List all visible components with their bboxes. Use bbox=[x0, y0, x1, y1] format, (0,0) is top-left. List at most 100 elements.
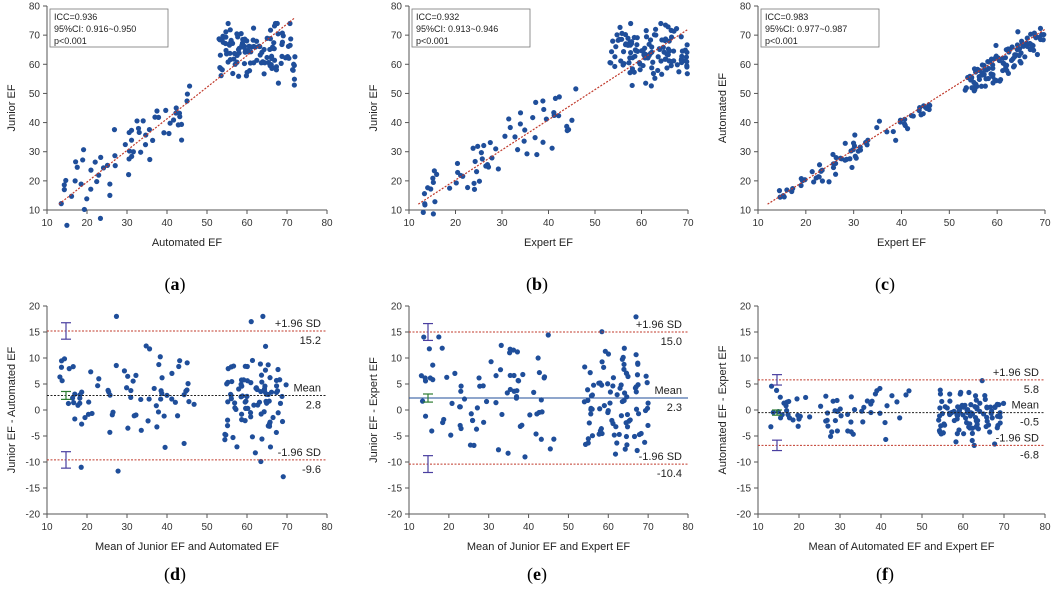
data-point bbox=[972, 393, 979, 399]
data-point bbox=[488, 359, 494, 365]
data-point bbox=[421, 191, 428, 197]
x-tick-label: 50 bbox=[944, 218, 956, 229]
data-point bbox=[987, 404, 994, 410]
data-point bbox=[635, 411, 642, 417]
data-point bbox=[827, 433, 834, 440]
data-point bbox=[582, 441, 589, 447]
data-point bbox=[597, 428, 604, 434]
mean-value: 2.8 bbox=[306, 399, 321, 411]
stats-line: p<0.001 bbox=[54, 36, 87, 46]
data-point bbox=[982, 396, 988, 402]
data-point bbox=[63, 177, 69, 184]
data-point bbox=[890, 128, 896, 135]
data-point bbox=[970, 85, 977, 91]
data-point bbox=[217, 52, 223, 58]
data-point bbox=[258, 372, 265, 378]
x-tick-label: 20 bbox=[443, 522, 455, 533]
data-point bbox=[954, 431, 960, 437]
data-point bbox=[146, 396, 152, 402]
data-point bbox=[455, 169, 461, 176]
data-point bbox=[78, 181, 84, 187]
data-point bbox=[495, 447, 502, 453]
y-tick-label: 5 bbox=[396, 380, 402, 391]
data-point bbox=[481, 142, 487, 149]
stats-line: 95%CI: 0.913~0.946 bbox=[416, 24, 498, 34]
data-point bbox=[251, 402, 257, 408]
data-point bbox=[97, 215, 104, 221]
data-point bbox=[629, 66, 636, 72]
data-point bbox=[803, 394, 809, 401]
data-point bbox=[100, 165, 107, 171]
data-point bbox=[225, 379, 231, 385]
data-point bbox=[470, 145, 476, 151]
data-point bbox=[966, 389, 972, 396]
data-point bbox=[107, 181, 113, 187]
data-point bbox=[512, 134, 518, 140]
data-point bbox=[105, 387, 111, 393]
caption-open: ( bbox=[526, 274, 532, 295]
data-point bbox=[84, 196, 90, 202]
data-point bbox=[58, 364, 65, 370]
data-point bbox=[80, 157, 86, 163]
data-point bbox=[184, 360, 190, 366]
data-point bbox=[259, 379, 265, 385]
data-point bbox=[832, 417, 839, 424]
y-tick-label: 5 bbox=[34, 380, 40, 391]
data-point bbox=[850, 140, 857, 146]
data-point bbox=[848, 429, 854, 435]
data-point bbox=[511, 372, 517, 379]
data-point bbox=[642, 45, 648, 51]
data-point bbox=[131, 413, 137, 419]
data-point bbox=[471, 186, 478, 192]
data-point bbox=[994, 401, 1000, 407]
data-point bbox=[493, 146, 499, 152]
data-point bbox=[621, 361, 627, 368]
data-point bbox=[633, 352, 639, 358]
data-point bbox=[628, 20, 634, 27]
data-point bbox=[1011, 63, 1017, 69]
data-point bbox=[589, 433, 596, 439]
data-point bbox=[224, 417, 231, 423]
data-point bbox=[624, 394, 630, 400]
data-point bbox=[838, 413, 844, 419]
x-tick-label: 70 bbox=[682, 218, 694, 229]
data-point bbox=[275, 366, 281, 373]
data-point bbox=[271, 40, 277, 46]
data-point bbox=[658, 20, 664, 27]
data-point bbox=[452, 370, 458, 376]
caption-close: ) bbox=[180, 564, 186, 585]
data-point bbox=[252, 450, 258, 456]
data-point bbox=[61, 182, 67, 188]
y-tick-label: 10 bbox=[391, 354, 403, 365]
data-point bbox=[994, 425, 1000, 431]
data-point bbox=[889, 393, 895, 399]
data-point bbox=[958, 389, 964, 395]
data-point bbox=[605, 407, 611, 414]
data-point bbox=[602, 348, 608, 354]
y-tick-label: -15 bbox=[388, 484, 403, 495]
x-tick-label: 50 bbox=[589, 218, 601, 229]
data-point bbox=[273, 389, 280, 396]
data-point bbox=[833, 155, 839, 161]
data-point bbox=[535, 355, 541, 361]
data-point bbox=[191, 401, 197, 407]
data-point bbox=[430, 175, 436, 181]
data-point bbox=[1000, 67, 1006, 74]
data-point bbox=[88, 369, 94, 375]
y-tick-label: 5 bbox=[745, 380, 751, 391]
data-point bbox=[484, 162, 491, 168]
data-point bbox=[1014, 42, 1021, 48]
data-point bbox=[682, 58, 688, 64]
y-tick-label: -5 bbox=[742, 432, 751, 443]
mean-value: -0.5 bbox=[1020, 417, 1039, 429]
data-point bbox=[599, 359, 605, 365]
data-point bbox=[514, 388, 520, 394]
data-point bbox=[291, 76, 298, 82]
caption-open: ( bbox=[876, 564, 882, 585]
x-tick-label: 20 bbox=[81, 522, 93, 533]
data-point bbox=[629, 82, 635, 89]
data-point bbox=[619, 30, 625, 36]
data-point bbox=[483, 398, 490, 405]
x-tick-label: 70 bbox=[281, 218, 293, 229]
data-point bbox=[138, 396, 144, 403]
